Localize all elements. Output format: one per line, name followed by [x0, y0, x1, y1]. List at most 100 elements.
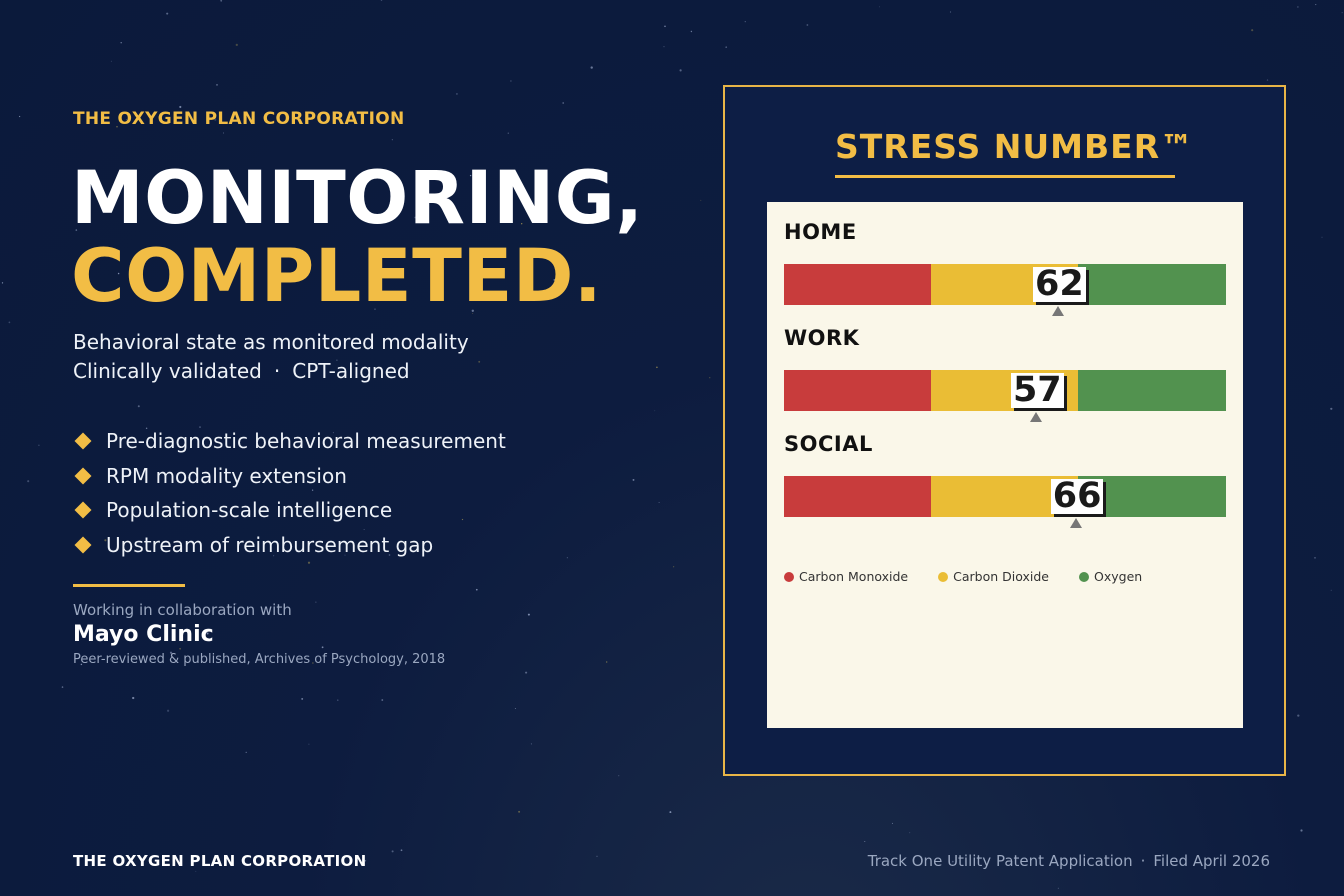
- star-dot: [321, 646, 324, 649]
- list-item: Upstream of reimbursement gap: [73, 528, 506, 563]
- star-dot: [596, 855, 598, 857]
- legend-item-carbon-monoxide: Carbon Monoxide: [784, 569, 908, 584]
- star-dot: [166, 709, 170, 712]
- star-dot: [179, 105, 182, 109]
- star-dot: [179, 647, 181, 650]
- legend-label: Carbon Dioxide: [953, 569, 1049, 584]
- list-item: Population-scale intelligence: [73, 493, 506, 528]
- zone-carbon-monoxide: [784, 264, 931, 305]
- subtitle-separator: ·: [273, 359, 281, 383]
- star-dot: [949, 11, 952, 13]
- feature-text: Upstream of reimbursement gap: [106, 533, 434, 558]
- star-dot: [507, 132, 509, 134]
- star-dot: [455, 92, 458, 95]
- value-label: 62: [1033, 264, 1086, 304]
- star-dot: [1341, 12, 1343, 14]
- star-dot: [514, 707, 516, 710]
- subtitle-cpt: CPT-aligned: [292, 359, 410, 383]
- subtitle-line-1: Behavioral state as monitored modality: [73, 330, 469, 354]
- section-divider: [73, 584, 185, 587]
- star-dot: [1266, 79, 1269, 81]
- star-dot: [891, 822, 893, 824]
- company-eyebrow: THE OXYGEN PLAN CORPORATION: [73, 109, 405, 129]
- collaborator-name: Mayo Clinic: [73, 622, 214, 647]
- star-dot: [654, 410, 656, 412]
- green-dot-icon: [1079, 571, 1089, 582]
- category-label: WORK: [784, 326, 860, 350]
- star-dot: [120, 41, 122, 44]
- star-dot: [518, 810, 521, 813]
- star-dot: [1321, 236, 1323, 238]
- zone-carbon-monoxide: [784, 476, 931, 517]
- legend-item-carbon-dioxide: Carbon Dioxide: [938, 569, 1049, 584]
- feature-list: Pre-diagnostic behavioral measurement RP…: [73, 424, 506, 562]
- star-dot: [1057, 887, 1059, 889]
- star-dot: [632, 478, 635, 481]
- star-dot: [1297, 6, 1299, 8]
- star-dot: [381, 699, 384, 701]
- value-label: 57: [1010, 370, 1064, 410]
- star-dot: [391, 139, 393, 141]
- star-dot: [308, 743, 310, 745]
- footer-patent-info: Track One Utility Patent Application · Fil…: [868, 852, 1270, 870]
- star-dot: [216, 84, 218, 86]
- star-dot: [475, 588, 478, 591]
- star-dot: [566, 557, 569, 559]
- star-dot: [864, 841, 866, 842]
- hero-headline: MONITORING, COMPLETED.: [71, 160, 643, 316]
- star-dot: [909, 832, 911, 834]
- star-dot: [618, 775, 620, 777]
- star-dot: [380, 0, 383, 1]
- star-dot: [725, 46, 727, 48]
- legend-label: Oxygen: [1094, 569, 1143, 584]
- star-dot: [132, 696, 135, 700]
- star-dot: [38, 444, 40, 447]
- star-dot: [110, 60, 112, 62]
- panel-title-underline: [835, 175, 1175, 178]
- star-dot: [235, 43, 238, 47]
- star-dot: [1315, 4, 1317, 6]
- footer-filed-date: Filed April 2026: [1153, 852, 1270, 870]
- star-dot: [337, 699, 339, 701]
- category-label: HOME: [784, 220, 857, 244]
- star-dot: [1314, 557, 1316, 559]
- star-dot: [656, 366, 658, 369]
- diamond-bullet-icon: [74, 432, 92, 450]
- star-dot: [61, 686, 64, 688]
- subtitle-validated: Clinically validated: [73, 359, 262, 383]
- pointer-triangle-icon: [1069, 518, 1082, 528]
- star-dot: [1297, 714, 1300, 717]
- feature-text: Pre-diagnostic behavioral measurement: [106, 429, 506, 454]
- yellow-dot-icon: [938, 571, 949, 582]
- star-dot: [879, 6, 880, 8]
- zone-oxygen: [1078, 264, 1226, 305]
- list-item: Pre-diagnostic behavioral measurement: [73, 424, 506, 459]
- pointer-triangle-icon: [1052, 306, 1065, 316]
- star-dot: [301, 697, 304, 700]
- star-dot: [400, 849, 403, 852]
- star-dot: [709, 377, 711, 379]
- star-dot: [222, 132, 225, 134]
- star-dot: [664, 25, 666, 28]
- star-dot: [391, 850, 394, 853]
- star-dot: [195, 870, 197, 872]
- footer-separator: ·: [1140, 852, 1146, 870]
- star-dot: [315, 601, 317, 603]
- feature-text: Population-scale intelligence: [106, 498, 393, 523]
- star-dot: [478, 360, 481, 363]
- star-dot: [137, 405, 140, 408]
- legend-item-oxygen: Oxygen: [1079, 569, 1142, 584]
- star-dot: [27, 480, 30, 483]
- publication-note: Peer-reviewed & published, Archives of P…: [73, 652, 446, 667]
- zone-oxygen: [1078, 370, 1226, 411]
- star-dot: [245, 751, 247, 754]
- star-dot: [1300, 829, 1303, 832]
- chart-legend: Carbon Monoxide Carbon Dioxide Oxygen: [784, 569, 1172, 584]
- feature-text: RPM modality extension: [106, 463, 347, 488]
- star-dot: [18, 115, 21, 118]
- star-dot: [700, 199, 702, 201]
- star-dot: [220, 0, 223, 2]
- star-dot: [663, 45, 665, 48]
- diamond-bullet-icon: [74, 536, 92, 554]
- stress-chart-card: HOME 62 WORK 57 SOCIAL 66: [767, 202, 1243, 728]
